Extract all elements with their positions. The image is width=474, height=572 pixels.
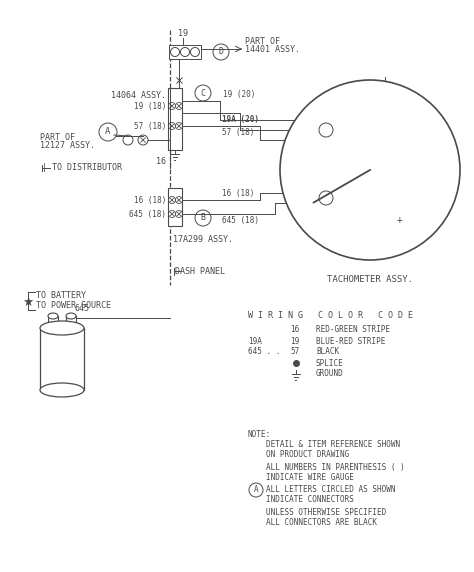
- Text: PART OF: PART OF: [40, 133, 75, 142]
- Text: C: C: [201, 89, 206, 97]
- Text: TO POWER SOURCE: TO POWER SOURCE: [36, 300, 111, 309]
- Text: GROUND: GROUND: [316, 370, 344, 379]
- Text: 57 (18): 57 (18): [134, 121, 166, 130]
- Text: ON PRODUCT DRAWING: ON PRODUCT DRAWING: [266, 450, 349, 459]
- Text: DASH PANEL: DASH PANEL: [175, 268, 225, 276]
- Text: ★: ★: [22, 296, 34, 308]
- Text: DETAIL & ITEM REFERENCE SHOWN: DETAIL & ITEM REFERENCE SHOWN: [266, 440, 400, 449]
- Text: 57 (18): 57 (18): [222, 128, 255, 137]
- Text: TACHOMETER ASSY.: TACHOMETER ASSY.: [327, 275, 413, 284]
- Text: 16: 16: [156, 157, 166, 166]
- Bar: [169, 45, 201, 59]
- Bar: [168, 88, 182, 150]
- Text: 645 . .: 645 . .: [248, 348, 281, 356]
- Text: 14064 ASSY.: 14064 ASSY.: [111, 92, 166, 101]
- Text: +: +: [397, 215, 403, 225]
- Text: SPLICE: SPLICE: [316, 359, 344, 367]
- Text: UNLESS OTHERWISE SPECIFIED: UNLESS OTHERWISE SPECIFIED: [266, 508, 386, 517]
- Text: 19: 19: [178, 30, 188, 38]
- Bar: [48, 316, 58, 328]
- Text: BLACK: BLACK: [316, 348, 339, 356]
- Text: BLUE-RED STRIPE: BLUE-RED STRIPE: [316, 336, 385, 345]
- Text: 16: 16: [290, 325, 299, 335]
- Text: 19A: 19A: [248, 336, 262, 345]
- Text: INDICATE CONNECTORS: INDICATE CONNECTORS: [266, 495, 354, 504]
- Text: 57: 57: [290, 348, 299, 356]
- Text: 16 (18): 16 (18): [134, 196, 166, 205]
- Text: | TO DISTRIBUTOR: | TO DISTRIBUTOR: [42, 164, 122, 173]
- Text: RED-GREEN STRIPE: RED-GREEN STRIPE: [316, 325, 390, 335]
- Bar: [168, 188, 182, 226]
- Text: ALL LETTERS CIRCLED AS SHOWN: ALL LETTERS CIRCLED AS SHOWN: [266, 485, 395, 494]
- Text: A: A: [105, 128, 111, 137]
- Text: 12127 ASSY.: 12127 ASSY.: [40, 141, 95, 150]
- Circle shape: [280, 80, 460, 260]
- Text: ALL CONNECTORS ARE BLACK: ALL CONNECTORS ARE BLACK: [266, 518, 377, 527]
- Text: PART OF: PART OF: [245, 37, 280, 46]
- Text: 19: 19: [290, 336, 299, 345]
- Text: 645: 645: [74, 304, 90, 313]
- Text: D: D: [219, 47, 224, 57]
- Text: 645 (18): 645 (18): [222, 216, 259, 225]
- Text: 19 (20): 19 (20): [223, 90, 255, 99]
- Bar: [40, 328, 84, 390]
- Ellipse shape: [66, 313, 76, 319]
- Text: W I R I N G   C O L O R   C O D E: W I R I N G C O L O R C O D E: [248, 312, 413, 320]
- Text: ALL NUMBERS IN PARENTHESIS ( ): ALL NUMBERS IN PARENTHESIS ( ): [266, 463, 405, 472]
- Text: B: B: [201, 213, 206, 223]
- Text: INDICATE WIRE GAUGE: INDICATE WIRE GAUGE: [266, 473, 354, 482]
- Text: NOTE:: NOTE:: [248, 430, 271, 439]
- Text: 645 (18): 645 (18): [129, 209, 166, 219]
- Text: A: A: [254, 486, 258, 495]
- Ellipse shape: [40, 383, 84, 397]
- Ellipse shape: [40, 321, 84, 335]
- Bar: [66, 316, 76, 328]
- Text: 16 (18): 16 (18): [222, 189, 255, 198]
- Text: 19A (20): 19A (20): [222, 115, 259, 124]
- Ellipse shape: [48, 313, 58, 319]
- Text: 17A299 ASSY.: 17A299 ASSY.: [173, 236, 233, 244]
- Text: 19 (18): 19 (18): [134, 101, 166, 110]
- Text: 14401 ASSY.: 14401 ASSY.: [245, 45, 300, 54]
- Text: TO BATTERY: TO BATTERY: [36, 292, 86, 300]
